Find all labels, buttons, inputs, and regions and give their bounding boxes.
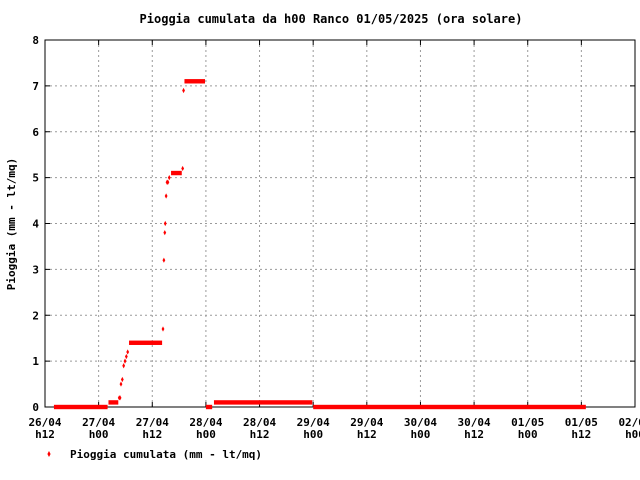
y-tick-label: 3 — [32, 263, 39, 276]
data-point — [122, 363, 126, 369]
x-tick-label-date: 01/05 — [565, 416, 598, 429]
data-point — [161, 326, 165, 332]
data-point — [119, 381, 123, 387]
data-point — [166, 179, 170, 185]
x-tick-label-date: 29/04 — [350, 416, 383, 429]
legend-label: Pioggia cumulata (mm - lt/mq) — [70, 448, 262, 461]
x-tick-label-hour: h12 — [357, 428, 377, 441]
x-tick-label-date: 02/05 — [618, 416, 640, 429]
x-tick-label-hour: h00 — [89, 428, 109, 441]
legend-marker — [47, 451, 51, 457]
data-point — [118, 395, 122, 401]
grid — [45, 40, 635, 407]
x-tick-label-hour: h12 — [250, 428, 270, 441]
x-tick-label-date: 27/04 — [82, 416, 115, 429]
y-axis-label: Pioggia (mm - lt/mq) — [5, 158, 18, 290]
x-tick-label-hour: h12 — [35, 428, 55, 441]
legend: Pioggia cumulata (mm - lt/mq) — [47, 448, 262, 461]
data-run-constant — [171, 170, 182, 176]
y-tick-label: 5 — [32, 172, 39, 185]
x-tick-label-date: 30/04 — [458, 416, 491, 429]
x-tick-label-hour: h00 — [625, 428, 640, 441]
data-point — [123, 358, 127, 364]
y-tick-label: 1 — [32, 355, 39, 368]
x-tick-label-hour: h12 — [571, 428, 591, 441]
y-tick-label: 8 — [32, 34, 39, 47]
data-run-constant — [53, 404, 108, 410]
data-point — [164, 193, 168, 199]
x-tick-label-hour: h12 — [464, 428, 484, 441]
x-tick-label-hour: h00 — [303, 428, 323, 441]
data-point — [162, 257, 166, 263]
x-axis-ticks: 26/04h1227/04h0027/04h1228/04h0028/04h12… — [28, 40, 640, 441]
x-tick-label-date: 01/05 — [511, 416, 544, 429]
y-tick-label: 2 — [32, 309, 39, 322]
y-axis-ticks: 0 1 2 3 4 5 6 7 8 — [32, 34, 635, 414]
data-point — [163, 220, 167, 227]
data-point — [120, 376, 124, 383]
y-tick-label: 7 — [32, 80, 39, 93]
data-run-constant — [184, 79, 206, 84]
x-tick-label-date: 29/04 — [297, 416, 330, 429]
x-tick-label-date: 27/04 — [136, 416, 169, 429]
y-tick-label: 0 — [32, 401, 39, 414]
data-point — [182, 87, 185, 94]
data-run-constant — [213, 400, 313, 405]
x-tick-label-date: 28/04 — [189, 416, 222, 429]
data-point — [163, 230, 167, 236]
chart-title-group: Pioggia cumulata da h00 Ranco 01/05/2025… — [140, 12, 523, 26]
data-point — [124, 353, 128, 360]
data-run-constant — [108, 400, 119, 405]
x-tick-label-hour: h00 — [518, 428, 538, 441]
data-point — [126, 349, 130, 355]
x-tick-label-date: 30/04 — [404, 416, 437, 429]
data-run-constant — [205, 404, 213, 410]
y-tick-label: 4 — [32, 218, 39, 231]
data-run-constant — [129, 340, 163, 345]
x-tick-label-date: 28/04 — [243, 416, 276, 429]
data-point — [167, 175, 171, 181]
x-tick-label-date: 26/04 — [28, 416, 61, 429]
data-run-constant — [313, 404, 586, 410]
x-tick-label-hour: h00 — [411, 428, 431, 441]
data-point — [181, 165, 185, 172]
chart-title: Pioggia cumulata da h00 Ranco 01/05/2025… — [140, 12, 523, 26]
series-pioggia-cumulata — [53, 79, 586, 410]
x-tick-label-hour: h00 — [196, 428, 216, 441]
y-tick-label: 6 — [32, 126, 39, 139]
x-tick-label-hour: h12 — [142, 428, 162, 441]
